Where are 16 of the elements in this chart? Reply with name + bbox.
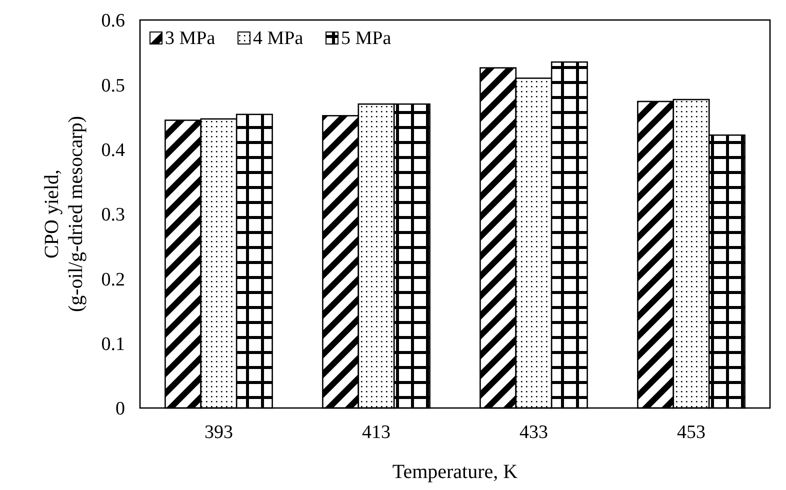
- y-tick-label: 0.2: [101, 269, 125, 290]
- x-axis-title: Temperature, K: [392, 461, 518, 483]
- y-tick-label: 0.1: [101, 334, 125, 355]
- x-tick-label: 413: [362, 422, 390, 443]
- y-tick-label: 0.5: [101, 75, 125, 96]
- y-tick-label: 0.6: [101, 10, 125, 32]
- legend-label: 5 MPa: [341, 28, 392, 49]
- y-tick-label: 0.4: [101, 140, 126, 161]
- x-tick-label: 453: [677, 422, 706, 443]
- y-tick-label: 0: [116, 398, 125, 420]
- legend-label: 4 MPa: [253, 28, 304, 49]
- legend-label: 3 MPa: [165, 28, 216, 49]
- y-tick-label: 0.3: [101, 204, 125, 226]
- y-axis-title: CPO yield, (g-oil/g-dried mesocarp): [41, 116, 87, 312]
- x-tick-label: 433: [520, 422, 548, 443]
- x-tick-label: 393: [204, 422, 233, 443]
